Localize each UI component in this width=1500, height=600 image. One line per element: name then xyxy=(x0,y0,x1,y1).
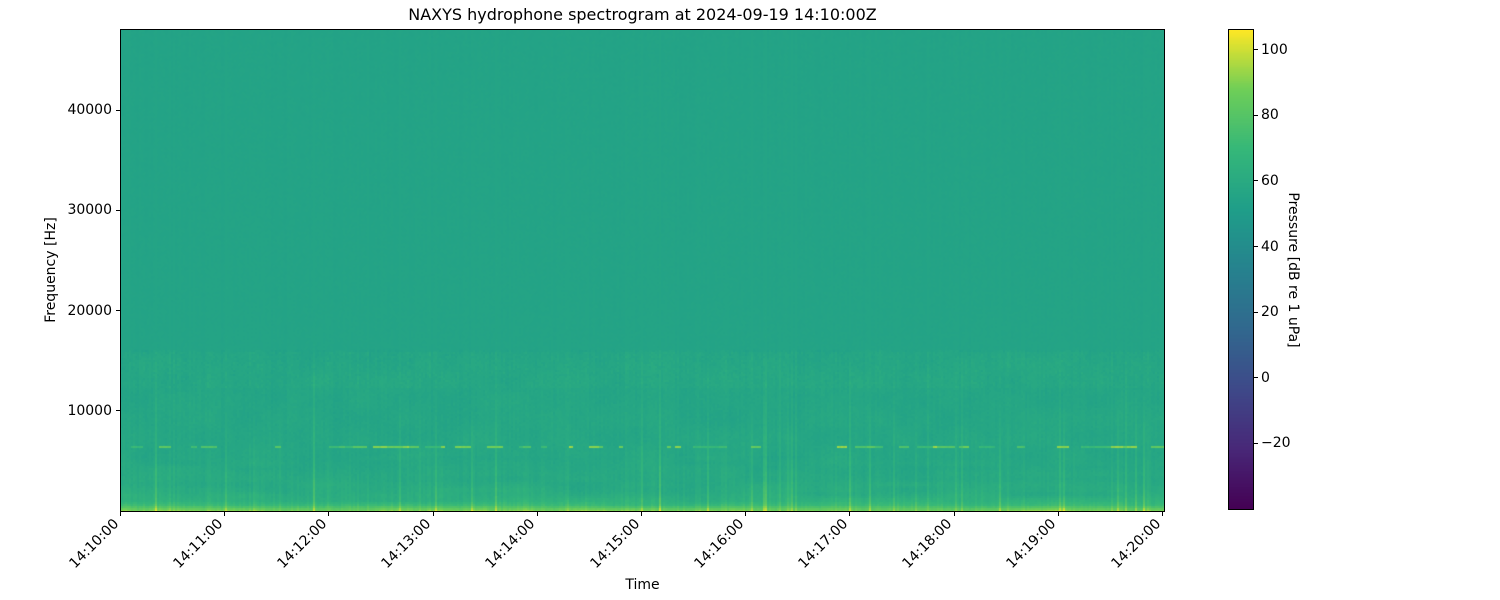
x-axis-label: Time xyxy=(625,577,660,593)
colorbar-tick-mark xyxy=(1254,49,1258,51)
x-tick-mark xyxy=(328,512,330,516)
y-tick-mark xyxy=(116,310,120,312)
x-tick-label-text: 14:15:00 xyxy=(587,516,643,572)
y-tick-mark xyxy=(116,109,120,111)
x-tick-mark xyxy=(432,512,434,516)
colorbar-tick-mark xyxy=(1254,246,1258,248)
x-tick-mark xyxy=(536,512,538,516)
x-tick-mark xyxy=(953,512,955,516)
x-tick-label-text: 14:11:00 xyxy=(170,516,227,572)
colorbar-tick-label: 0 xyxy=(1261,369,1270,386)
x-tick-label-text: 14:17:00 xyxy=(795,516,852,572)
colorbar-tick-label: 60 xyxy=(1261,172,1279,189)
chart-title: NAXYS hydrophone spectrogram at 2024-09-… xyxy=(408,5,877,24)
colorbar-tick-label: 80 xyxy=(1261,107,1279,124)
x-tick-label-text: 14:13:00 xyxy=(378,516,435,572)
colorbar-tick-mark xyxy=(1254,114,1258,116)
y-tick-mark xyxy=(116,209,120,211)
y-tick-label: 10000 xyxy=(67,402,112,419)
colorbar-tick-mark xyxy=(1254,377,1258,379)
y-tick-label: 20000 xyxy=(67,302,112,319)
x-tick-mark xyxy=(224,512,226,516)
y-tick-mark xyxy=(116,410,120,412)
colorbar-tick-label: 100 xyxy=(1261,41,1288,58)
x-tick-label-text: 14:18:00 xyxy=(899,516,956,572)
colorbar-label: Pressure [dB re 1 uPa] xyxy=(1285,192,1301,348)
x-tick-label-text: 14:19:00 xyxy=(1003,516,1060,572)
colorbar xyxy=(1228,29,1254,510)
colorbar-tick-mark xyxy=(1254,311,1258,313)
x-tick-mark xyxy=(1162,512,1163,516)
colorbar-tick-label: −20 xyxy=(1261,435,1291,452)
y-tick-label: 40000 xyxy=(67,102,112,119)
x-tick-label-text: 14:20:00 xyxy=(1108,516,1164,572)
colorbar-tick-label: 40 xyxy=(1261,238,1279,255)
x-tick-label-text: 14:16:00 xyxy=(691,516,748,572)
x-tick-mark xyxy=(1057,512,1059,516)
y-tick-label: 30000 xyxy=(67,202,112,219)
colorbar-gradient xyxy=(1229,30,1253,509)
x-tick-label-text: 14:14:00 xyxy=(482,516,539,572)
x-tick-mark xyxy=(745,512,747,516)
colorbar-tick-label: 20 xyxy=(1261,304,1279,321)
x-tick-mark xyxy=(120,512,121,516)
colorbar-tick-mark xyxy=(1254,180,1258,182)
colorbar-tick-mark xyxy=(1254,442,1258,444)
x-tick-mark xyxy=(641,512,642,516)
spectrogram-heatmap xyxy=(120,29,1165,512)
x-tick-label-text: 14:10:00 xyxy=(66,516,122,572)
x-tick-label-text: 14:12:00 xyxy=(274,516,331,572)
x-tick-mark xyxy=(849,512,851,516)
